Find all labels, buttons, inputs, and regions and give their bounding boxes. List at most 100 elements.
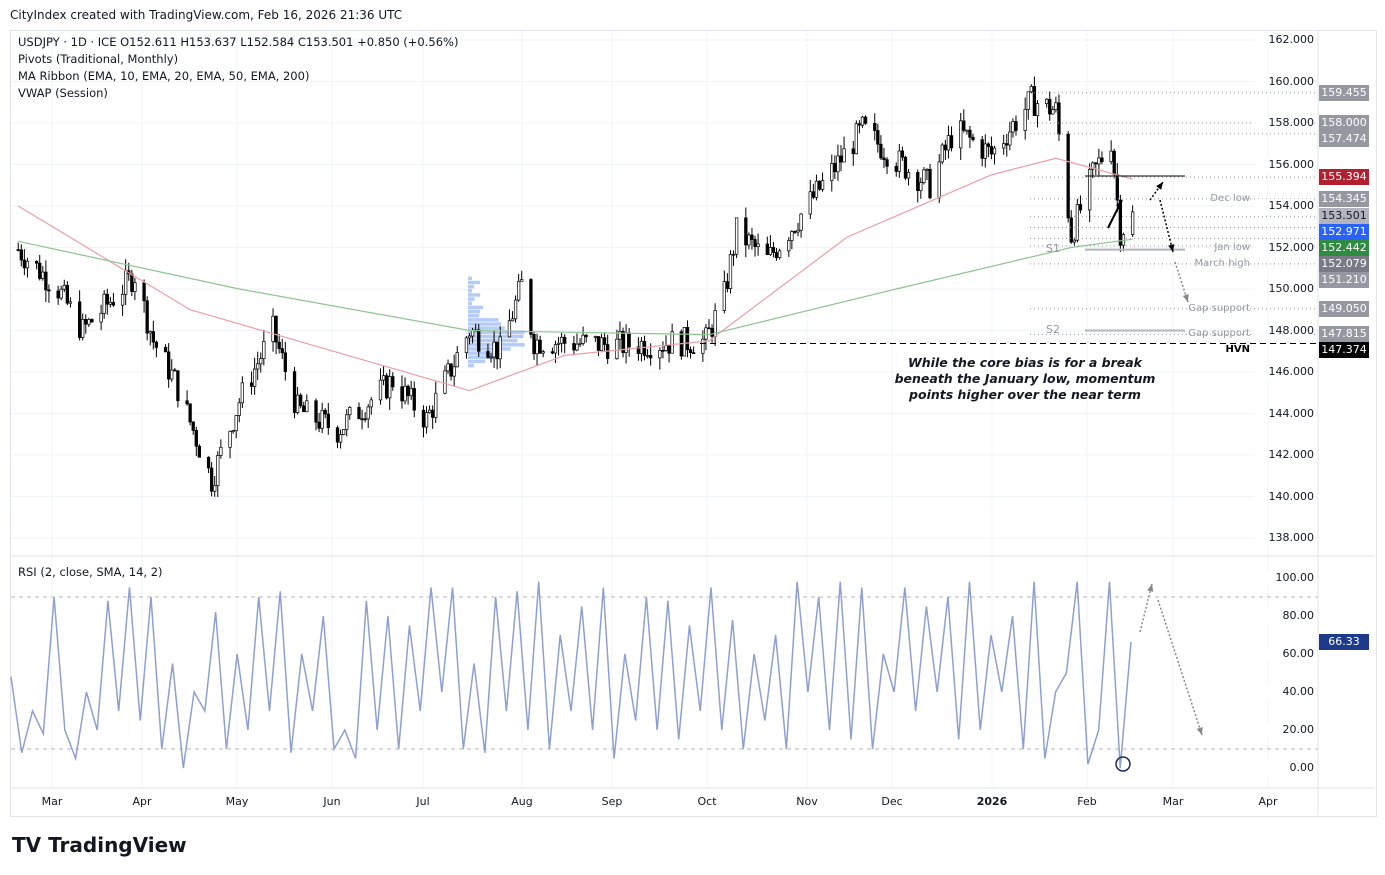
price-tag[interactable]: 157.474	[1319, 131, 1369, 147]
candle-body	[99, 312, 103, 323]
price-tag[interactable]: 153.501	[1319, 208, 1369, 225]
candle-body	[323, 409, 327, 415]
candle-body	[378, 379, 383, 401]
candle-body	[1051, 109, 1055, 115]
volume-profile-bar	[468, 351, 496, 355]
price-tag[interactable]: 152.971	[1319, 224, 1369, 241]
time-tick-label: Apr	[132, 795, 152, 808]
candle-body	[645, 355, 650, 357]
volume-profile-bar	[468, 301, 472, 306]
candle-body	[424, 412, 429, 428]
candle-body	[1072, 239, 1076, 243]
candle-body	[295, 394, 300, 413]
price-tag[interactable]: 159.455	[1319, 84, 1369, 101]
candle-body	[670, 331, 674, 354]
rsi-line	[10, 581, 1132, 769]
price-tick-label: 158.000	[1254, 116, 1314, 130]
candle-body	[299, 394, 303, 407]
time-tick-label: Jun	[323, 795, 341, 808]
candle-body	[830, 163, 834, 181]
candle-body	[658, 349, 662, 359]
candle-body	[664, 345, 668, 351]
candle-body	[133, 282, 137, 292]
price-tick-label: 148.000	[1254, 323, 1314, 338]
candle-body	[1094, 162, 1098, 165]
candle-body	[535, 339, 539, 355]
candle-body	[618, 330, 622, 340]
price-tag[interactable]: 149.050	[1319, 300, 1369, 317]
candle-body	[317, 421, 321, 429]
price-tag[interactable]: 158.000	[1319, 115, 1369, 131]
pivots-legend[interactable]: Pivots (Traditional, Monthly)	[18, 52, 179, 66]
candle-body	[885, 159, 889, 167]
candle-body	[510, 318, 515, 322]
rsi-tick-label: 0.00	[1254, 761, 1314, 775]
price-tag[interactable]: 152.079	[1319, 256, 1369, 273]
candle-body	[87, 319, 91, 325]
candle-body	[765, 243, 769, 255]
ma-ribbon-legend[interactable]: MA Ribbon (EMA, 10, EMA, 20, EMA, 50, EM…	[18, 69, 310, 83]
candle-body	[381, 375, 386, 381]
candle-body	[903, 156, 908, 179]
candle-body	[839, 155, 843, 163]
rsi-legend[interactable]: RSI (2, close, SMA, 14, 2)	[18, 565, 163, 579]
candle-body	[876, 130, 880, 145]
rsi-tick-label: 100.00	[1254, 571, 1314, 585]
volume-profile-bar	[468, 334, 524, 339]
price-tag[interactable]: 151.210	[1319, 272, 1369, 289]
candle-body	[22, 259, 27, 269]
vwap-legend[interactable]: VWAP (Session)	[18, 86, 108, 100]
candle-body	[943, 144, 948, 151]
price-tick-label: 138.000	[1254, 531, 1314, 545]
candle-body	[980, 139, 984, 159]
candle-body	[391, 376, 395, 388]
candle-body	[219, 446, 223, 456]
price-tag[interactable]: 154.345	[1319, 190, 1369, 207]
candle-body	[409, 388, 413, 397]
candle-body	[808, 191, 812, 215]
volume-profile-bar	[468, 338, 518, 343]
candle-body	[833, 163, 837, 173]
candle-body	[280, 348, 284, 354]
candle-body	[252, 368, 257, 387]
candle-body	[771, 247, 776, 253]
candle-body	[1008, 131, 1012, 146]
price-tag[interactable]: 147.815	[1319, 326, 1369, 343]
candle-body	[90, 319, 94, 323]
price-tag[interactable]: 152.442	[1319, 240, 1369, 257]
candle-body	[538, 339, 542, 354]
candle-body	[793, 231, 797, 233]
candle-body	[1088, 168, 1092, 211]
candle-body	[710, 328, 714, 337]
candle-body	[342, 429, 346, 435]
candle-body	[968, 129, 972, 138]
candle-body	[1097, 157, 1101, 165]
candle-body	[366, 406, 370, 420]
rsi-tick-label: 20.00	[1254, 723, 1314, 737]
volume-profile-bar	[468, 326, 505, 330]
level-label: Dec low	[1210, 192, 1250, 204]
symbol-legend[interactable]: USDJPY · 1D · ICE O152.611 H153.637 L152…	[18, 35, 459, 49]
candle-body	[925, 168, 929, 171]
candle-body	[854, 123, 858, 155]
candle-body	[320, 409, 324, 429]
candle-body	[532, 333, 536, 355]
candle-body	[56, 290, 60, 299]
candle-body	[384, 375, 389, 399]
candle-body	[167, 351, 171, 380]
candle-body	[348, 407, 352, 416]
candle-body	[105, 293, 109, 305]
candle-body	[722, 281, 726, 311]
rsi-up-arrow-head	[1147, 584, 1154, 592]
candle-body	[550, 351, 555, 354]
rsi-value-tag[interactable]: 66.33	[1319, 633, 1369, 650]
candle-body	[820, 180, 825, 190]
candle-body	[209, 467, 214, 492]
price-tag[interactable]: 147.374	[1319, 342, 1369, 359]
volume-profile-bar	[468, 309, 481, 314]
candle-body	[77, 301, 82, 338]
candle-body	[47, 289, 51, 292]
price-tag[interactable]: 155.394	[1319, 169, 1369, 186]
candle-body	[434, 392, 438, 418]
